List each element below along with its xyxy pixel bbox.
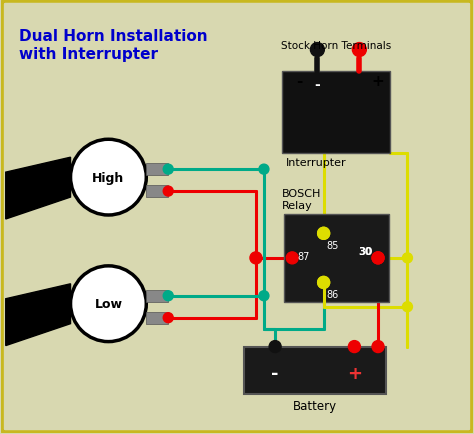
Text: High: High — [92, 171, 125, 184]
Text: +: + — [347, 364, 362, 382]
Text: Dual Horn Installation
with Interrupter: Dual Horn Installation with Interrupter — [18, 29, 207, 62]
Text: Battery: Battery — [292, 399, 337, 412]
Circle shape — [259, 291, 269, 301]
Bar — [146, 164, 168, 176]
Bar — [282, 72, 390, 154]
Circle shape — [163, 313, 173, 323]
Circle shape — [372, 252, 384, 264]
Text: 30: 30 — [358, 247, 373, 256]
Circle shape — [402, 302, 412, 312]
Text: 87: 87 — [297, 251, 310, 261]
Circle shape — [310, 43, 324, 57]
Circle shape — [259, 165, 269, 175]
Circle shape — [372, 252, 384, 264]
Polygon shape — [6, 158, 71, 220]
Bar — [284, 214, 389, 302]
Bar — [244, 347, 385, 395]
Text: Low: Low — [94, 298, 122, 310]
Text: 85: 85 — [327, 241, 339, 251]
Circle shape — [318, 228, 329, 240]
Circle shape — [250, 252, 262, 264]
Circle shape — [163, 187, 173, 197]
Circle shape — [318, 277, 329, 289]
Text: -: - — [272, 364, 279, 382]
Circle shape — [372, 341, 384, 353]
Text: BOSCH
Relay: BOSCH Relay — [282, 189, 321, 210]
Text: Stock Horn Terminals: Stock Horn Terminals — [281, 40, 391, 50]
Circle shape — [163, 165, 173, 175]
Circle shape — [71, 140, 146, 216]
Bar — [146, 290, 168, 302]
Circle shape — [318, 228, 329, 240]
Bar — [146, 312, 168, 324]
Circle shape — [163, 291, 173, 301]
Circle shape — [318, 277, 329, 289]
Text: +: + — [371, 74, 383, 89]
Circle shape — [352, 43, 366, 57]
Text: -: - — [296, 74, 302, 89]
Text: 86: 86 — [327, 290, 339, 300]
Circle shape — [402, 253, 412, 263]
Circle shape — [269, 341, 281, 353]
Bar — [146, 186, 168, 197]
Circle shape — [71, 266, 146, 342]
Circle shape — [348, 341, 360, 353]
Text: 30: 30 — [358, 247, 371, 256]
Polygon shape — [6, 284, 71, 346]
Circle shape — [286, 252, 298, 264]
Text: -: - — [315, 78, 320, 92]
Text: Interrupter: Interrupter — [286, 158, 346, 168]
